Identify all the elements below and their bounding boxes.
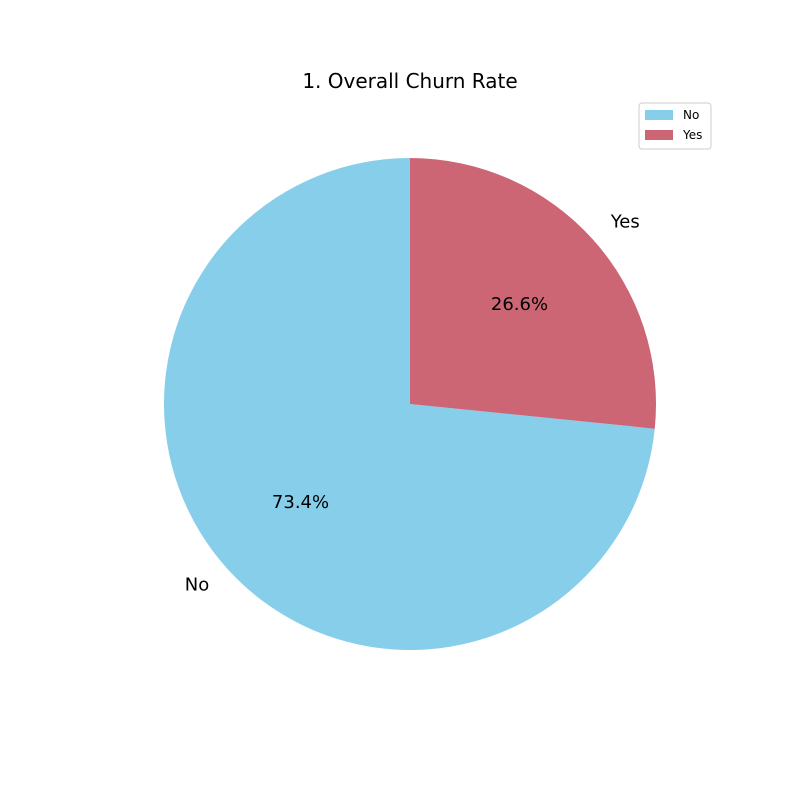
legend-swatch-yes bbox=[645, 130, 673, 140]
pct-label-yes: 26.6% bbox=[491, 294, 548, 315]
legend: No Yes bbox=[638, 102, 712, 150]
pie-labels: No 73.4% Yes 26.6% bbox=[185, 212, 640, 596]
pie-slice-yes bbox=[410, 158, 656, 429]
slice-label-no: No bbox=[185, 574, 209, 595]
pie-slices bbox=[163, 158, 656, 650]
legend-label-yes: Yes bbox=[682, 128, 702, 142]
chart-title: 1. Overall Churn Rate bbox=[302, 69, 517, 93]
pie-slice-no bbox=[163, 158, 655, 650]
legend-swatch-no bbox=[645, 110, 673, 120]
legend-box bbox=[638, 102, 712, 150]
pct-label-no: 73.4% bbox=[272, 492, 329, 513]
slice-label-yes: Yes bbox=[610, 212, 640, 233]
legend-label-no: No bbox=[683, 108, 699, 122]
